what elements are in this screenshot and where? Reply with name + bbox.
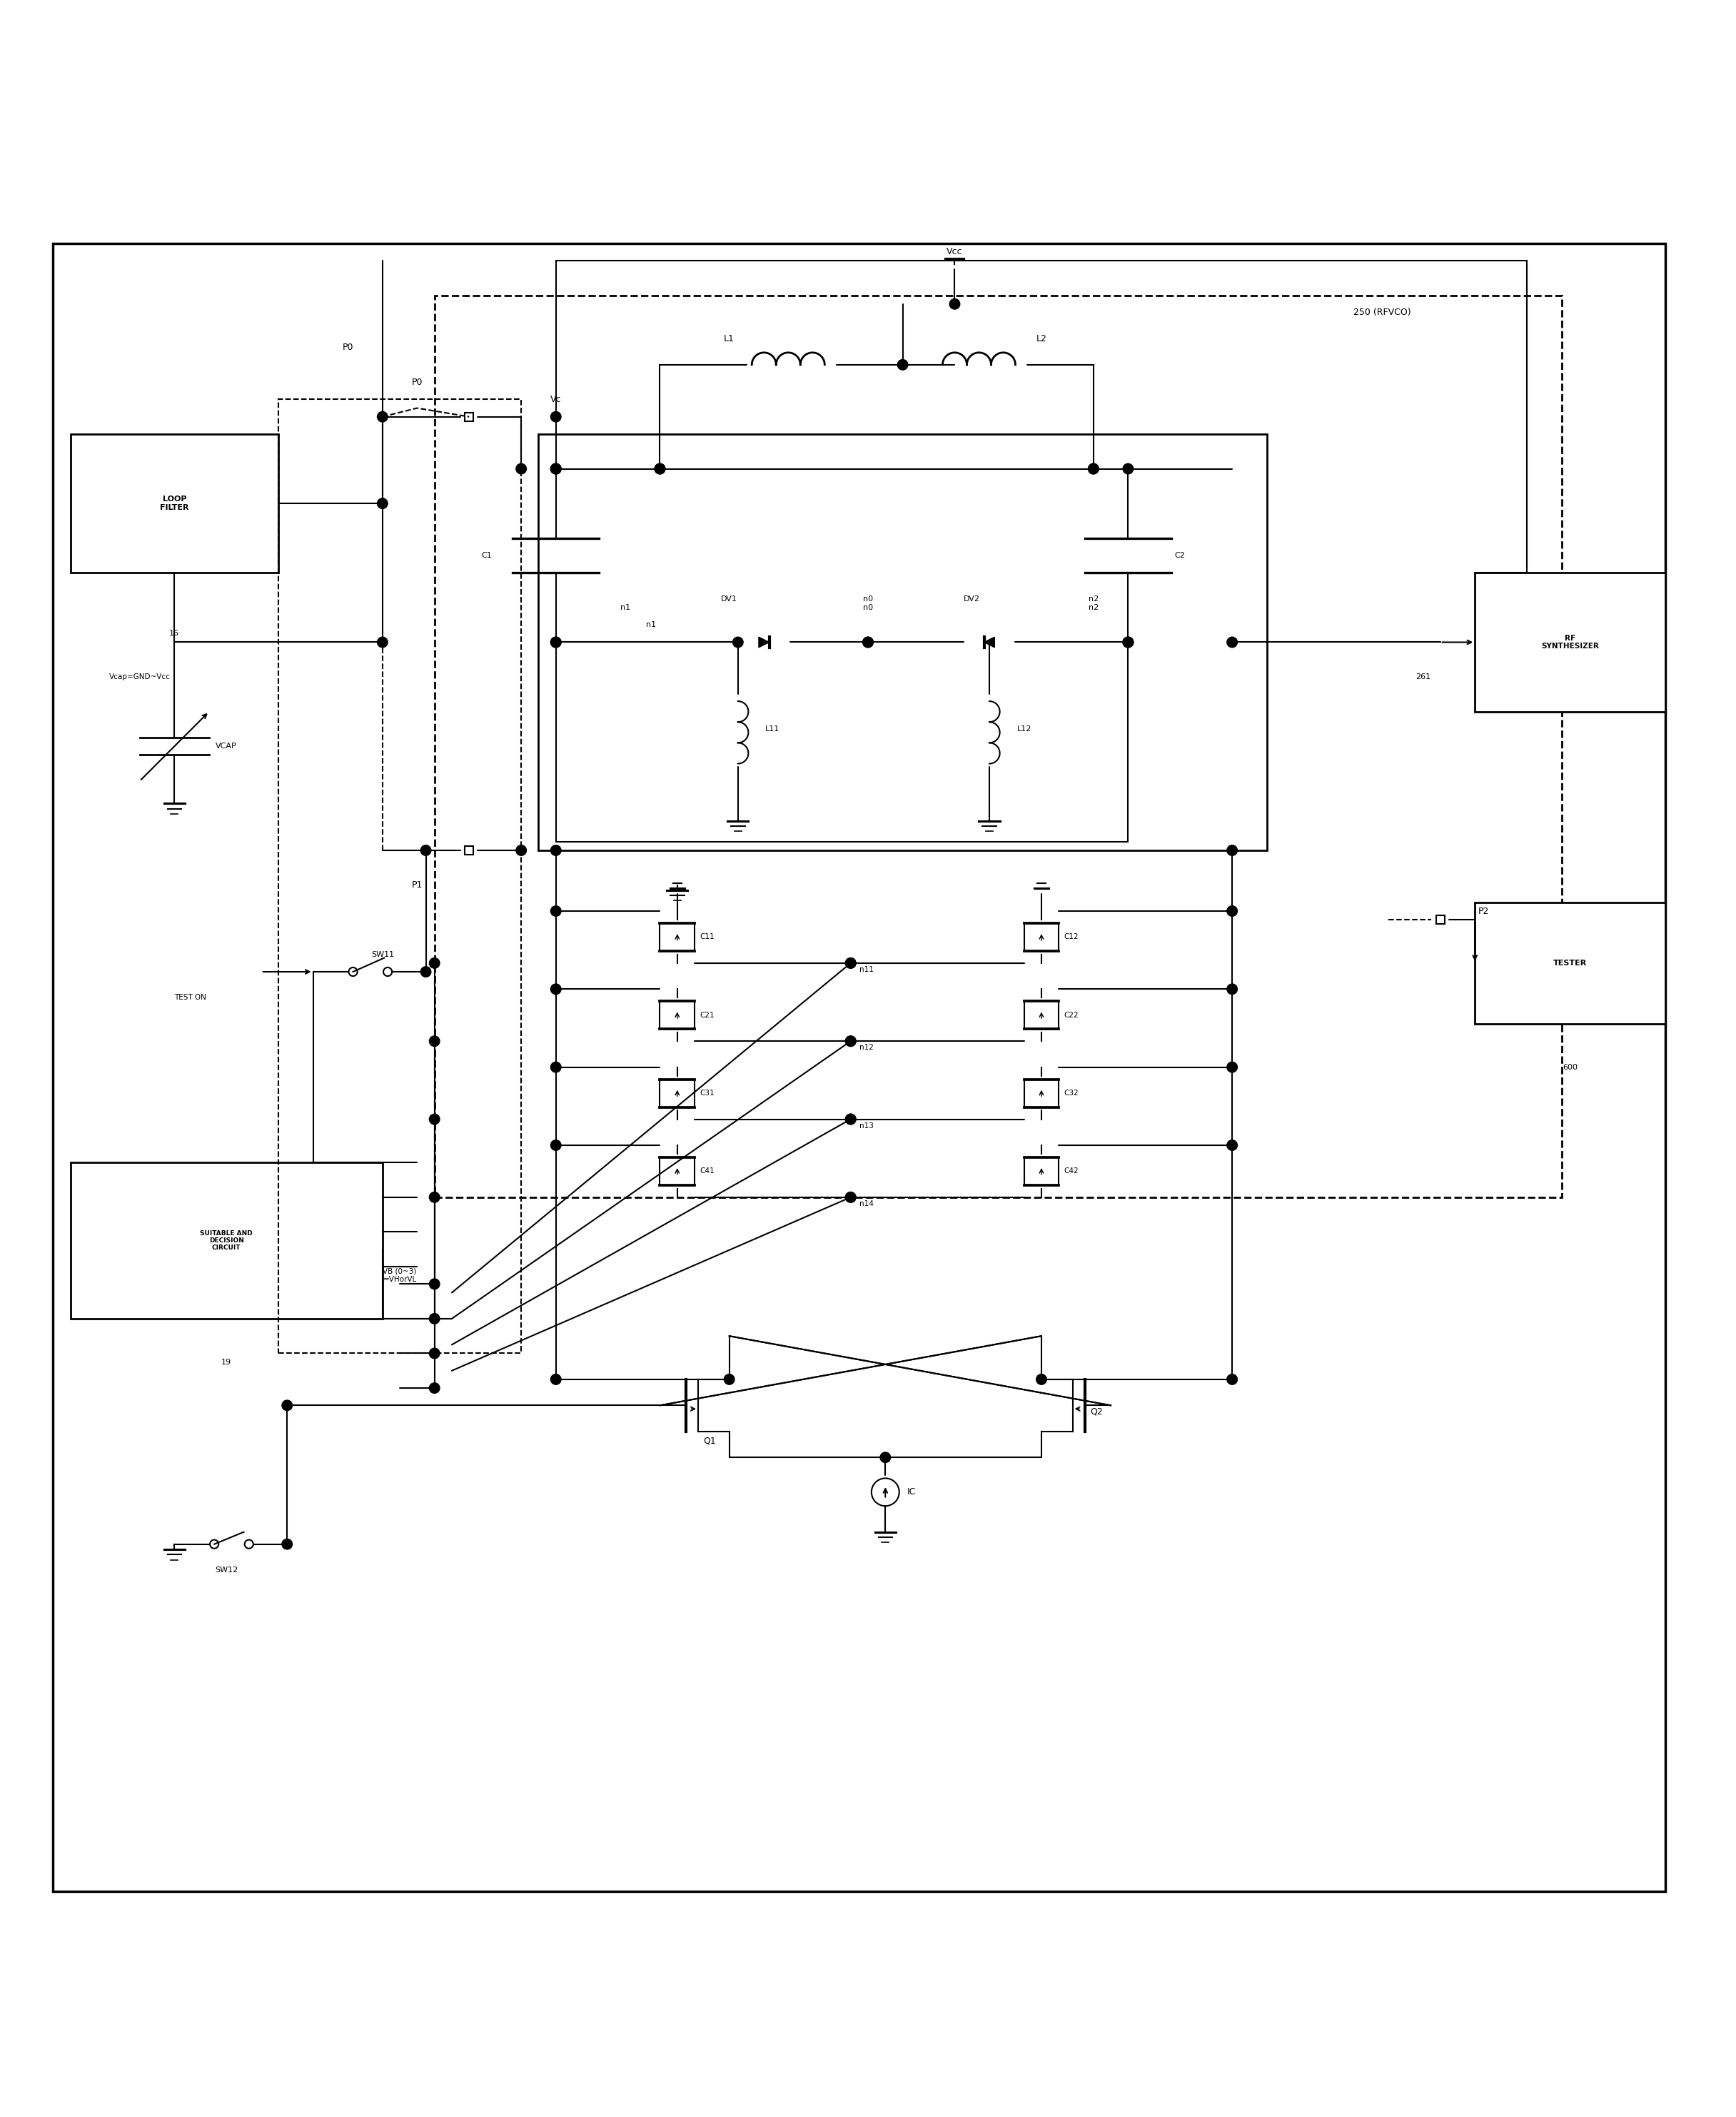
Text: 250 (RFVCO): 250 (RFVCO) xyxy=(1354,309,1411,318)
Circle shape xyxy=(550,464,561,474)
Text: 19: 19 xyxy=(222,1359,231,1365)
Circle shape xyxy=(429,1279,439,1289)
Circle shape xyxy=(377,497,387,508)
Text: n2: n2 xyxy=(1088,595,1099,603)
Circle shape xyxy=(1123,637,1134,648)
Circle shape xyxy=(420,845,431,855)
Text: n11: n11 xyxy=(859,965,873,974)
Text: C1: C1 xyxy=(481,553,491,559)
Text: Vcap=GND~Vcc: Vcap=GND~Vcc xyxy=(109,673,170,680)
Circle shape xyxy=(429,1382,439,1393)
Text: C11: C11 xyxy=(700,934,715,940)
Text: C41: C41 xyxy=(700,1169,715,1175)
Text: C32: C32 xyxy=(1064,1090,1078,1097)
Circle shape xyxy=(1227,845,1238,855)
Bar xyxy=(1476,902,1665,1025)
Text: TEST ON: TEST ON xyxy=(174,995,207,1001)
Circle shape xyxy=(281,1539,292,1550)
Text: C42: C42 xyxy=(1064,1169,1078,1175)
Text: Q1: Q1 xyxy=(703,1437,715,1446)
Text: n13: n13 xyxy=(859,1122,873,1128)
Bar xyxy=(278,400,521,1353)
Text: SUITABLE AND
DECISION
CIRCUIT: SUITABLE AND DECISION CIRCUIT xyxy=(200,1230,253,1251)
Circle shape xyxy=(420,967,431,976)
Text: C21: C21 xyxy=(700,1012,715,1018)
Circle shape xyxy=(950,298,960,309)
Bar xyxy=(538,434,1267,851)
Text: L11: L11 xyxy=(766,726,779,732)
Circle shape xyxy=(1123,637,1134,648)
Text: Vc: Vc xyxy=(550,394,561,404)
Text: n0: n0 xyxy=(863,603,873,612)
Text: P0: P0 xyxy=(411,377,422,387)
Text: DV2: DV2 xyxy=(963,595,981,603)
Circle shape xyxy=(845,1192,856,1202)
Circle shape xyxy=(516,464,526,474)
Polygon shape xyxy=(759,637,769,648)
Bar xyxy=(71,1162,382,1319)
Circle shape xyxy=(516,845,526,855)
Circle shape xyxy=(377,637,387,648)
Circle shape xyxy=(863,637,873,648)
Text: n2: n2 xyxy=(1088,603,1099,612)
Text: L2: L2 xyxy=(1036,334,1047,343)
Circle shape xyxy=(550,984,561,995)
Text: n1: n1 xyxy=(646,620,656,629)
Text: L12: L12 xyxy=(1017,726,1031,732)
Circle shape xyxy=(550,637,561,648)
Circle shape xyxy=(429,1114,439,1124)
Bar xyxy=(465,413,474,421)
Circle shape xyxy=(845,1192,856,1202)
Circle shape xyxy=(845,957,856,967)
Circle shape xyxy=(1227,906,1238,917)
Text: n1: n1 xyxy=(620,603,630,612)
Circle shape xyxy=(550,464,561,474)
Text: LOOP
FILTER: LOOP FILTER xyxy=(160,495,189,510)
Circle shape xyxy=(550,1374,561,1385)
Text: L1: L1 xyxy=(724,334,734,343)
Circle shape xyxy=(845,1035,856,1046)
Bar xyxy=(1476,574,1665,711)
Text: Vcc: Vcc xyxy=(946,248,963,256)
Text: n14: n14 xyxy=(859,1200,873,1207)
Circle shape xyxy=(550,906,561,917)
Circle shape xyxy=(429,1349,439,1359)
Circle shape xyxy=(1088,464,1099,474)
Text: n0: n0 xyxy=(863,595,873,603)
Circle shape xyxy=(550,845,561,855)
Text: DV1: DV1 xyxy=(720,595,738,603)
Circle shape xyxy=(1227,637,1238,648)
Text: VCAP: VCAP xyxy=(215,743,238,749)
Text: P0: P0 xyxy=(342,343,354,351)
Circle shape xyxy=(1227,1063,1238,1073)
Text: C2: C2 xyxy=(1175,553,1186,559)
Text: C31: C31 xyxy=(700,1090,715,1097)
Text: C12: C12 xyxy=(1064,934,1078,940)
Circle shape xyxy=(1036,1374,1047,1385)
Text: C22: C22 xyxy=(1064,1012,1078,1018)
Circle shape xyxy=(550,637,561,648)
Bar xyxy=(71,434,278,574)
Circle shape xyxy=(429,1192,439,1202)
Circle shape xyxy=(1088,464,1099,474)
Text: P1: P1 xyxy=(411,881,422,889)
Circle shape xyxy=(550,464,561,474)
Circle shape xyxy=(550,411,561,421)
Circle shape xyxy=(429,1313,439,1323)
Circle shape xyxy=(898,360,908,370)
Text: IC: IC xyxy=(906,1488,917,1497)
Bar xyxy=(1436,915,1444,925)
Circle shape xyxy=(845,1114,856,1124)
Circle shape xyxy=(845,1114,856,1124)
Circle shape xyxy=(429,957,439,967)
Circle shape xyxy=(880,1452,891,1463)
Circle shape xyxy=(863,637,873,648)
Text: 16: 16 xyxy=(170,631,179,637)
Text: VB (0~3)
=VHorVL: VB (0~3) =VHorVL xyxy=(384,1268,417,1283)
Circle shape xyxy=(550,1141,561,1150)
Polygon shape xyxy=(984,637,995,648)
Circle shape xyxy=(1227,1141,1238,1150)
Bar xyxy=(465,847,474,855)
Circle shape xyxy=(1227,1374,1238,1385)
Circle shape xyxy=(1227,984,1238,995)
